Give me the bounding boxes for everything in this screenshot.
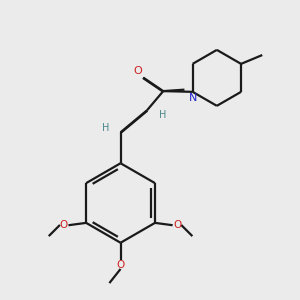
Text: N: N [188, 93, 197, 103]
Text: O: O [133, 66, 142, 76]
Text: O: O [116, 260, 125, 270]
Text: H: H [102, 123, 109, 133]
Text: O: O [173, 220, 182, 230]
Text: H: H [159, 110, 166, 120]
Text: O: O [59, 220, 68, 230]
